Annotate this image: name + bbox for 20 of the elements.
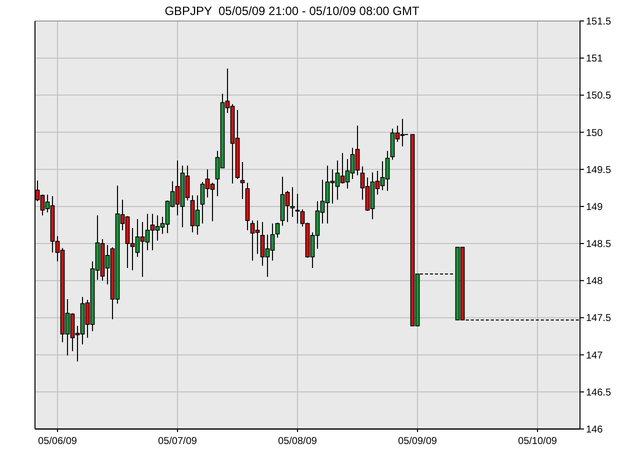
x-tick-label: 05/08/09 [278,436,318,447]
y-tick-label: 149 [586,202,604,213]
chart-title: GBPJPY 05/05/09 21:00 - 05/10/09 08:00 GMT [164,4,420,18]
y-tick-label: 150 [586,128,604,139]
y-tick-label: 147.5 [586,313,612,324]
candlestick [290,186,295,218]
y-tick-label: 151 [586,54,604,65]
y-tick-label: 148 [586,276,604,288]
y-tick-label: 148.5 [586,239,612,250]
x-tick-label: 05/09/09 [398,436,438,447]
x-tick-label: 05/10/09 [518,436,558,447]
x-tick-label: 05/06/09 [38,436,78,447]
y-tick-label: 146.5 [586,387,612,398]
y-tick-label: 149.5 [586,164,612,176]
y-tick-label: 146 [586,424,604,436]
x-tick-label: 05/07/09 [158,436,198,447]
y-tick-label: 147 [586,350,604,362]
y-tick-label: 151.5 [586,16,612,28]
y-tick-label: 150.5 [586,90,612,102]
candlestick [240,161,245,200]
